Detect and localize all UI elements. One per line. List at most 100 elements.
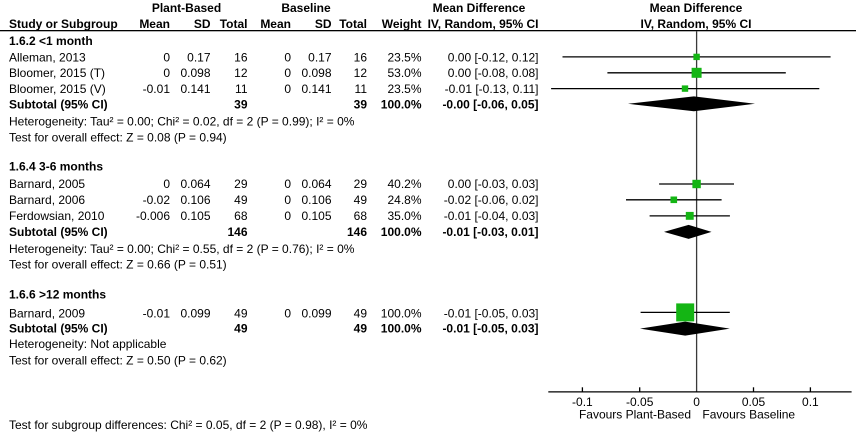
- svg-text:0: 0: [284, 50, 291, 64]
- svg-text:-0.01 [-0.03, 0.01]: -0.01 [-0.03, 0.01]: [442, 225, 538, 239]
- svg-text:29: 29: [234, 177, 248, 191]
- svg-text:Heterogeneity: Not applicable: Heterogeneity: Not applicable: [9, 337, 167, 351]
- svg-text:146: 146: [347, 225, 367, 239]
- svg-text:0: 0: [284, 209, 291, 223]
- svg-text:68: 68: [234, 209, 248, 223]
- svg-text:0.1: 0.1: [802, 395, 819, 409]
- svg-text:Mean: Mean: [139, 17, 170, 31]
- svg-text:-0.02 [-0.06, 0.02]: -0.02 [-0.06, 0.02]: [444, 193, 539, 207]
- svg-text:146: 146: [227, 225, 247, 239]
- svg-text:Test for overall effect: Z = 0: Test for overall effect: Z = 0.66 (P = 0…: [9, 258, 227, 272]
- svg-text:-0.02: -0.02: [143, 193, 171, 207]
- svg-text:Heterogeneity: Tau² = 0.00; Ch: Heterogeneity: Tau² = 0.00; Chi² = 0.55,…: [9, 242, 355, 256]
- svg-text:68: 68: [354, 209, 368, 223]
- svg-text:11: 11: [355, 82, 368, 96]
- svg-text:-0.01 [-0.04, 0.03]: -0.01 [-0.04, 0.03]: [444, 209, 539, 223]
- svg-text:1.6.6 >12 months: 1.6.6 >12 months: [9, 288, 106, 302]
- svg-text:0: 0: [284, 82, 291, 96]
- svg-text:0.099: 0.099: [180, 307, 210, 321]
- svg-text:49: 49: [354, 193, 368, 207]
- svg-text:0.105: 0.105: [180, 209, 210, 223]
- svg-text:IV, Random, 95% CI: IV, Random, 95% CI: [641, 17, 752, 31]
- svg-text:Heterogeneity: Tau² = 0.00; Ch: Heterogeneity: Tau² = 0.00; Chi² = 0.02,…: [9, 114, 355, 128]
- svg-text:49: 49: [234, 322, 248, 336]
- svg-text:23.5%: 23.5%: [387, 50, 421, 64]
- svg-text:100.0%: 100.0%: [381, 322, 422, 336]
- svg-text:Study or Subgroup: Study or Subgroup: [9, 17, 118, 31]
- svg-text:Plant-Based: Plant-Based: [152, 1, 221, 15]
- svg-text:Barnard, 2006: Barnard, 2006: [9, 193, 85, 207]
- svg-text:Mean: Mean: [260, 17, 291, 31]
- svg-text:100.0%: 100.0%: [381, 225, 422, 239]
- svg-text:12: 12: [234, 66, 248, 80]
- svg-text:Subtotal (95% CI): Subtotal (95% CI): [9, 322, 108, 336]
- svg-text:Favours Plant-Based: Favours Plant-Based: [579, 408, 691, 422]
- svg-text:16: 16: [354, 50, 368, 64]
- svg-text:49: 49: [354, 322, 368, 336]
- svg-text:1.6.4 3-6 months: 1.6.4 3-6 months: [9, 160, 103, 174]
- svg-text:-0.1: -0.1: [572, 395, 593, 409]
- svg-text:0.099: 0.099: [301, 307, 331, 321]
- svg-text:Mean Difference: Mean Difference: [650, 1, 743, 15]
- svg-text:Subtotal (95% CI): Subtotal (95% CI): [9, 225, 108, 239]
- svg-text:0: 0: [284, 66, 291, 80]
- svg-text:Total: Total: [220, 17, 248, 31]
- svg-text:16: 16: [234, 50, 248, 64]
- svg-text:0.064: 0.064: [180, 177, 210, 191]
- svg-text:0.106: 0.106: [301, 193, 331, 207]
- svg-text:0: 0: [163, 177, 170, 191]
- svg-text:0.00 [-0.08, 0.08]: 0.00 [-0.08, 0.08]: [448, 66, 539, 80]
- svg-text:0.17: 0.17: [187, 50, 211, 64]
- svg-text:-0.05: -0.05: [626, 395, 654, 409]
- svg-text:IV, Random, 95% CI: IV, Random, 95% CI: [428, 17, 539, 31]
- svg-text:SD: SD: [194, 17, 211, 31]
- svg-text:24.8%: 24.8%: [387, 193, 421, 207]
- svg-text:Baseline: Baseline: [281, 1, 331, 15]
- svg-text:0.105: 0.105: [301, 209, 331, 223]
- svg-text:0: 0: [163, 50, 170, 64]
- svg-text:0.098: 0.098: [301, 66, 331, 80]
- svg-text:0.106: 0.106: [180, 193, 210, 207]
- svg-text:0: 0: [284, 193, 291, 207]
- svg-text:0.00 [-0.12, 0.12]: 0.00 [-0.12, 0.12]: [448, 50, 539, 64]
- svg-text:0.098: 0.098: [180, 66, 210, 80]
- svg-text:Mean Difference: Mean Difference: [433, 1, 526, 15]
- svg-text:49: 49: [234, 307, 248, 321]
- svg-text:23.5%: 23.5%: [387, 82, 421, 96]
- svg-text:-0.006: -0.006: [136, 209, 170, 223]
- svg-text:0.00 [-0.03, 0.03]: 0.00 [-0.03, 0.03]: [448, 177, 539, 191]
- svg-text:Barnard, 2009: Barnard, 2009: [9, 307, 85, 321]
- svg-text:0.064: 0.064: [301, 177, 331, 191]
- svg-text:0: 0: [693, 395, 700, 409]
- svg-text:Weight: Weight: [382, 17, 422, 31]
- svg-text:Favours Baseline: Favours Baseline: [702, 408, 795, 422]
- svg-text:-0.00 [-0.06, 0.05]: -0.00 [-0.06, 0.05]: [442, 97, 538, 111]
- svg-text:Test for overall effect: Z = 0: Test for overall effect: Z = 0.50 (P = 0…: [9, 354, 227, 368]
- svg-text:49: 49: [234, 193, 248, 207]
- svg-text:SD: SD: [315, 17, 332, 31]
- svg-text:100.0%: 100.0%: [381, 97, 422, 111]
- svg-text:Alleman, 2013: Alleman, 2013: [9, 50, 86, 64]
- svg-text:Ferdowsian, 2010: Ferdowsian, 2010: [9, 209, 105, 223]
- svg-text:0: 0: [284, 177, 291, 191]
- svg-text:53.0%: 53.0%: [387, 66, 421, 80]
- svg-text:0.141: 0.141: [180, 82, 210, 96]
- svg-text:39: 39: [234, 97, 248, 111]
- svg-text:0: 0: [284, 307, 291, 321]
- svg-text:Test for subgroup differences:: Test for subgroup differences: Chi² = 0.…: [9, 418, 368, 432]
- svg-text:-0.01 [-0.05, 0.03]: -0.01 [-0.05, 0.03]: [444, 307, 539, 321]
- svg-text:0.05: 0.05: [742, 395, 766, 409]
- svg-text:49: 49: [354, 307, 368, 321]
- svg-text:100.0%: 100.0%: [381, 307, 422, 321]
- svg-text:29: 29: [354, 177, 368, 191]
- svg-text:Bloomer, 2015 (V): Bloomer, 2015 (V): [9, 82, 106, 96]
- svg-text:-0.01 [-0.05, 0.03]: -0.01 [-0.05, 0.03]: [442, 322, 538, 336]
- svg-text:Test for overall effect: Z = 0: Test for overall effect: Z = 0.08 (P = 0…: [9, 130, 227, 144]
- svg-text:0.17: 0.17: [308, 50, 332, 64]
- svg-text:-0.01: -0.01: [143, 307, 171, 321]
- svg-text:40.2%: 40.2%: [387, 177, 421, 191]
- svg-text:35.0%: 35.0%: [387, 209, 421, 223]
- svg-text:Barnard, 2005: Barnard, 2005: [9, 177, 85, 191]
- svg-text:0: 0: [163, 66, 170, 80]
- svg-text:Subtotal (95% CI): Subtotal (95% CI): [9, 97, 108, 111]
